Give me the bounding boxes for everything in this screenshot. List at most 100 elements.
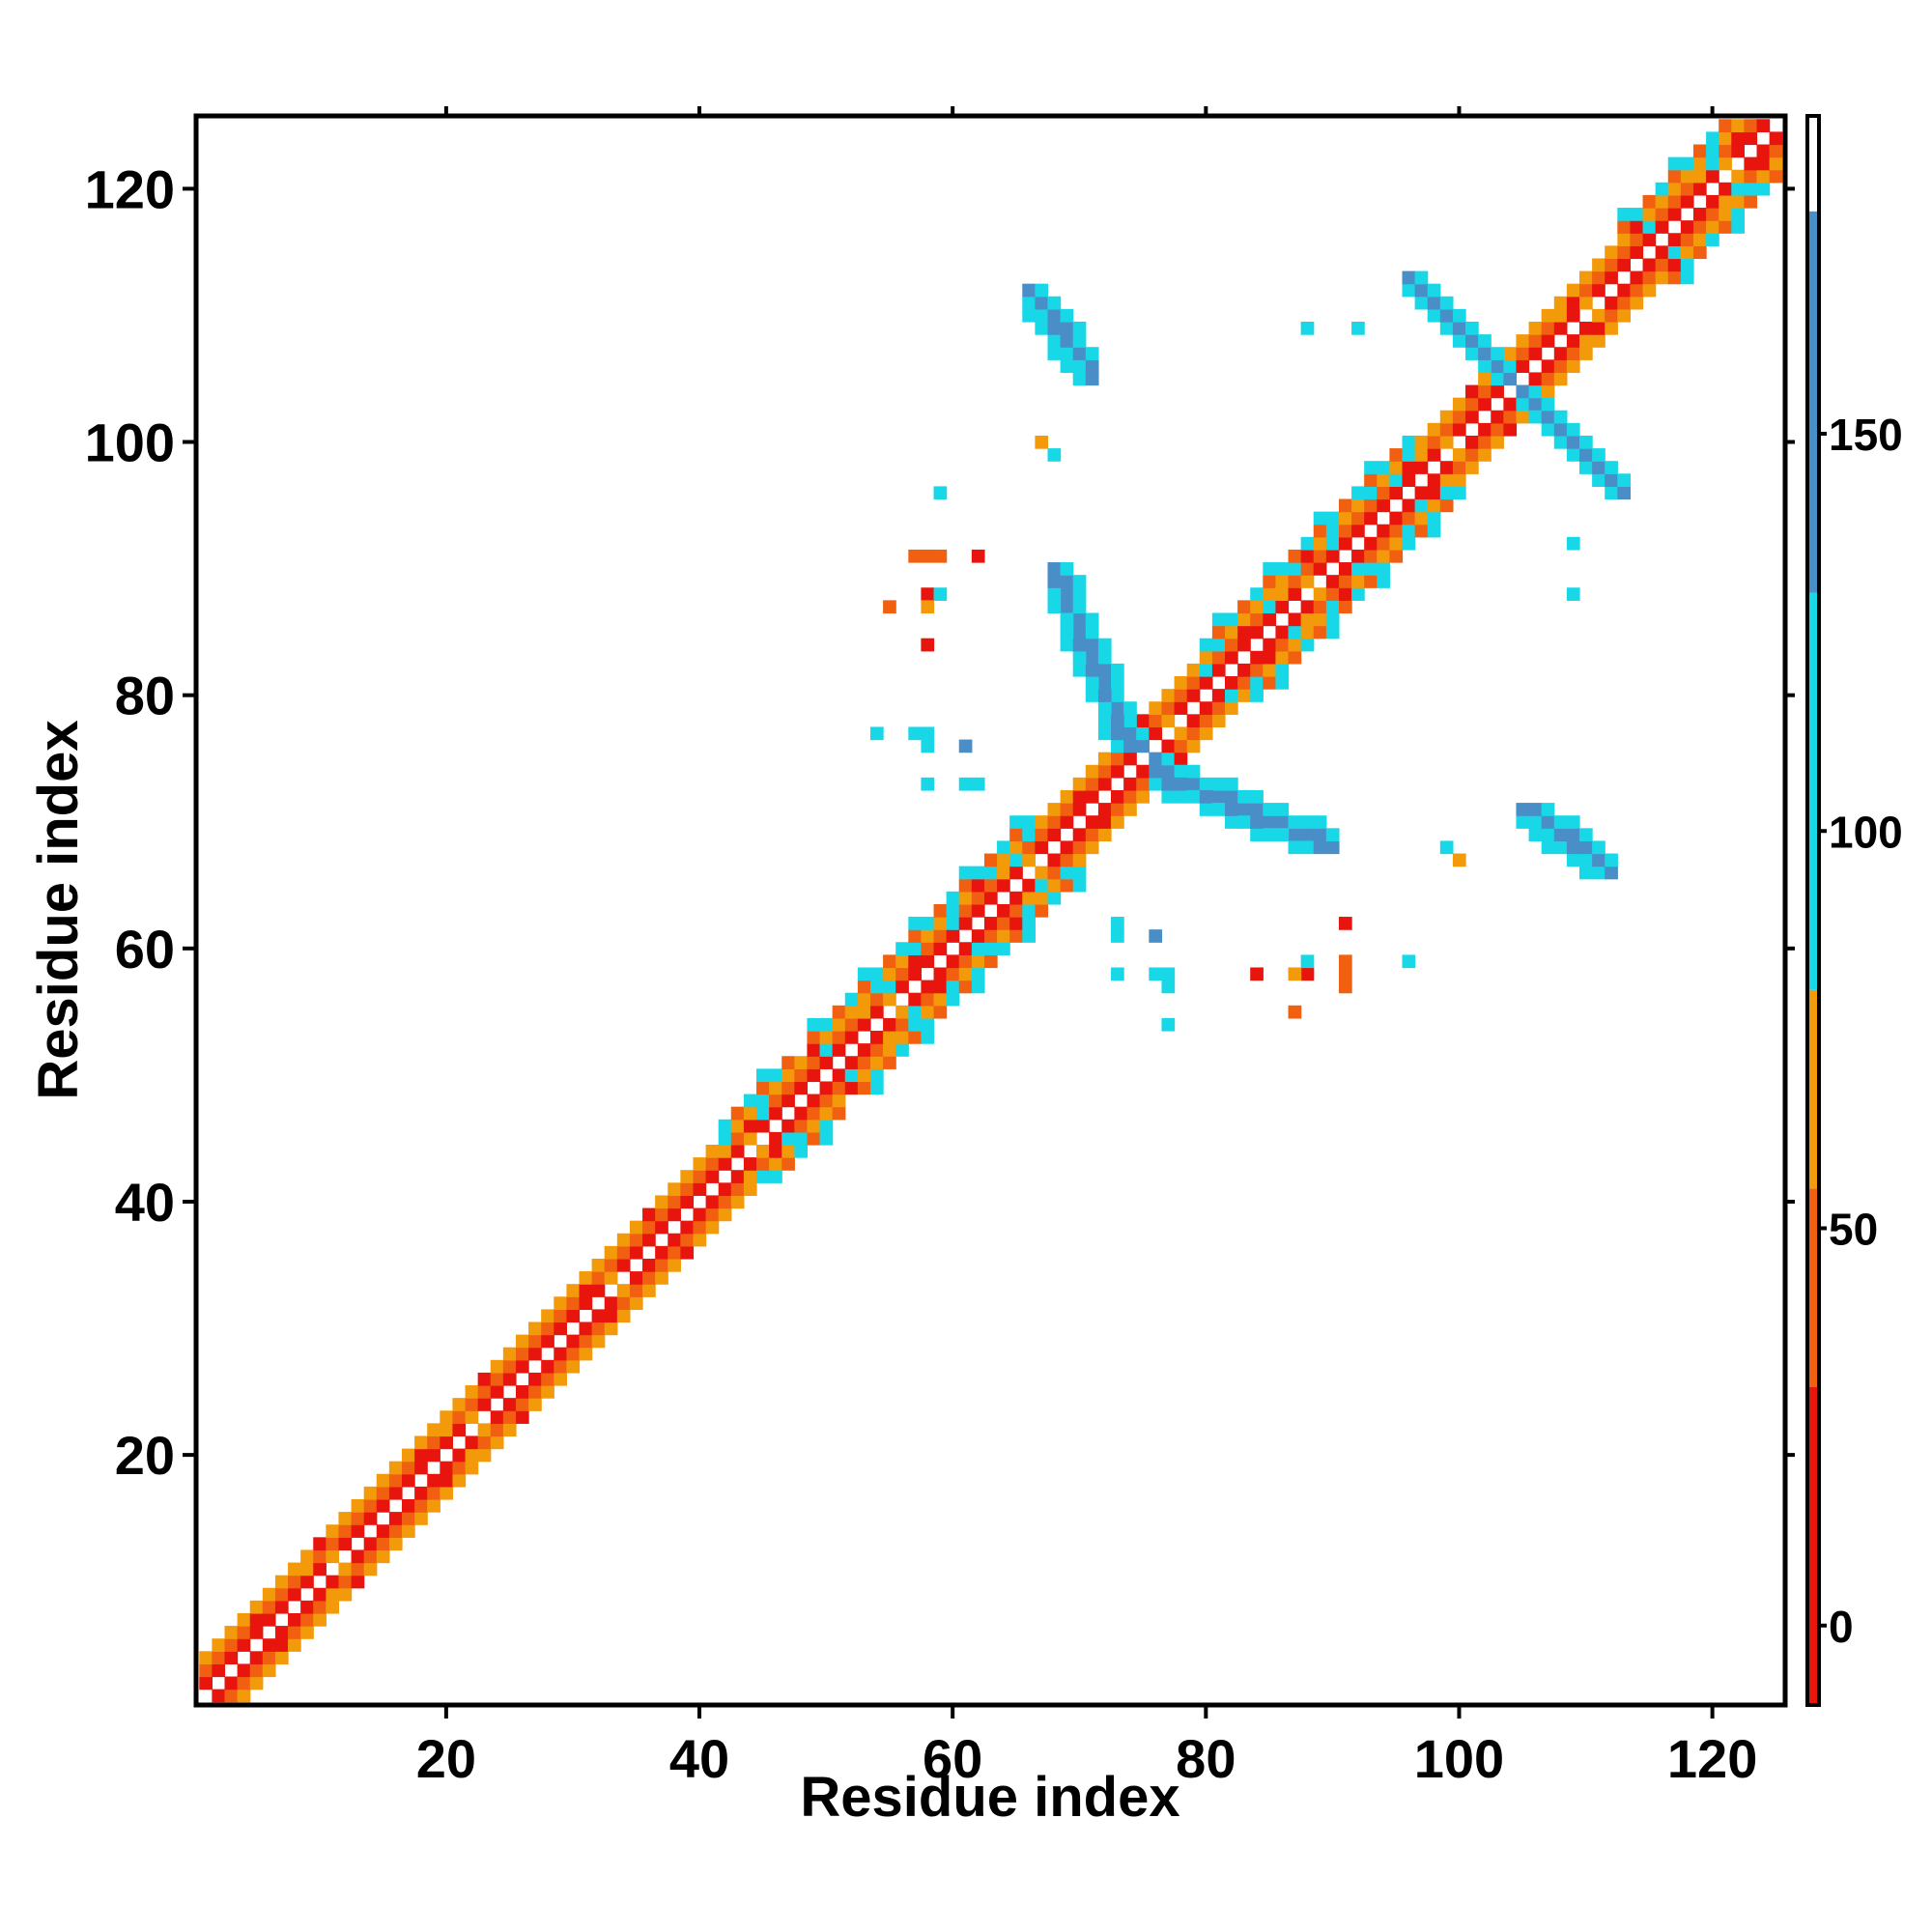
heatmap-cell — [313, 1612, 327, 1627]
heatmap-cell — [1161, 789, 1176, 804]
heatmap-cell — [1047, 334, 1062, 348]
heatmap-cell — [1288, 967, 1302, 981]
heatmap-cell — [1630, 220, 1644, 234]
heatmap-cell — [338, 1537, 353, 1551]
heatmap-cell — [1060, 803, 1074, 816]
heatmap-cell — [579, 1284, 593, 1297]
heatmap-cell — [1528, 322, 1543, 335]
heatmap-cell — [1263, 803, 1277, 816]
heatmap-cell — [1377, 562, 1390, 576]
heatmap-cell — [1402, 511, 1416, 526]
y-axis-ticks: 20 40 60 80 100 120 — [85, 158, 1795, 1486]
heatmap-cell — [338, 1512, 353, 1525]
heatmap-cell — [274, 1651, 289, 1664]
heatmap-cell — [1325, 549, 1340, 563]
heatmap-cell — [946, 891, 960, 905]
heatmap-cell — [465, 1385, 479, 1399]
heatmap-cell — [1199, 726, 1213, 741]
heatmap-cell — [1047, 600, 1062, 614]
heatmap-cell — [490, 1385, 504, 1399]
heatmap-cell — [1060, 359, 1074, 374]
heatmap-cell — [1288, 638, 1302, 652]
heatmap-cell — [1047, 562, 1062, 576]
heatmap-cell — [1085, 840, 1099, 855]
y-tick-label: 80 — [115, 666, 175, 726]
heatmap-cell — [1250, 600, 1264, 614]
heatmap-cell — [655, 1245, 668, 1260]
heatmap-cell — [1313, 511, 1327, 526]
heatmap-cell — [680, 1170, 695, 1183]
heatmap-cell — [1553, 815, 1568, 829]
heatmap-cell — [1680, 270, 1694, 285]
heatmap-cell — [477, 1398, 492, 1411]
heatmap-cell — [1592, 308, 1605, 323]
heatmap-cell — [199, 1651, 213, 1664]
heatmap-cell — [237, 1638, 251, 1652]
heatmap-cell — [1719, 182, 1732, 196]
heatmap-cell — [1060, 308, 1074, 323]
heatmap-cell — [1452, 486, 1466, 500]
heatmap-cell — [502, 1398, 517, 1411]
heatmap-cell — [946, 929, 960, 943]
heatmap-cell — [1592, 461, 1605, 474]
heatmap-cell — [1224, 777, 1238, 791]
heatmap-cell — [730, 1170, 745, 1183]
heatmap-cell — [237, 1612, 251, 1627]
heatmap-cell — [1136, 777, 1150, 791]
heatmap-cell — [1389, 486, 1404, 500]
heatmap-cell — [1161, 980, 1176, 994]
heatmap-cell — [718, 1144, 732, 1158]
heatmap-cell — [1605, 258, 1618, 272]
heatmap-cell — [604, 1271, 618, 1285]
heatmap-cell — [1338, 562, 1352, 576]
heatmap-cell — [300, 1626, 314, 1639]
heatmap-cell — [1642, 258, 1657, 272]
heatmap-cell — [1085, 676, 1099, 690]
heatmap-cell — [807, 1068, 821, 1083]
heatmap-cell — [1174, 739, 1188, 753]
heatmap-cell — [1478, 372, 1492, 386]
heatmap-cell — [1123, 789, 1137, 804]
y-axis-title: Residue index — [27, 720, 90, 1099]
heatmap-cell — [541, 1359, 554, 1374]
heatmap-cell — [908, 1031, 923, 1044]
heatmap-cell — [781, 1157, 795, 1171]
heatmap-cell — [249, 1651, 264, 1664]
heatmap-cell — [1541, 372, 1555, 386]
heatmap-cell — [376, 1473, 390, 1488]
heatmap-cell — [1097, 714, 1112, 728]
heatmap-cell — [819, 1106, 834, 1121]
heatmap-cell — [1692, 156, 1707, 171]
heatmap-cell — [1072, 803, 1087, 816]
heatmap-cell — [1288, 587, 1302, 601]
heatmap-cell — [1250, 625, 1264, 639]
heatmap-cell — [1566, 296, 1580, 310]
heatmap-cell — [1300, 828, 1315, 842]
heatmap-cell — [440, 1410, 454, 1424]
heatmap-cell — [743, 1182, 757, 1197]
heatmap-cell — [844, 1031, 859, 1044]
heatmap-cell — [997, 929, 1010, 943]
heatmap-cell — [591, 1321, 606, 1336]
heatmap-cell — [465, 1398, 479, 1411]
heatmap-cell — [1553, 840, 1568, 855]
heatmap-cell — [642, 1220, 656, 1235]
heatmap-cell — [1516, 397, 1530, 412]
heatmap-cell — [895, 942, 909, 955]
heatmap-cell — [351, 1512, 365, 1525]
heatmap-cell — [1085, 815, 1099, 829]
heatmap-cell — [1351, 322, 1365, 335]
heatmap-cell — [1439, 435, 1454, 449]
heatmap-cell — [1085, 612, 1099, 627]
heatmap-cell — [1237, 625, 1251, 639]
heatmap-cell — [1427, 473, 1441, 487]
heatmap-cell — [629, 1284, 643, 1297]
heatmap-cell — [895, 967, 909, 981]
heatmap-cell — [313, 1549, 327, 1564]
heatmap-cell — [300, 1600, 314, 1614]
colorbar-band — [1807, 1387, 1819, 1705]
heatmap-cell — [427, 1473, 440, 1488]
heatmap-cell — [933, 1005, 948, 1019]
heatmap-cell — [1300, 562, 1315, 576]
heatmap-cell — [1503, 410, 1518, 424]
